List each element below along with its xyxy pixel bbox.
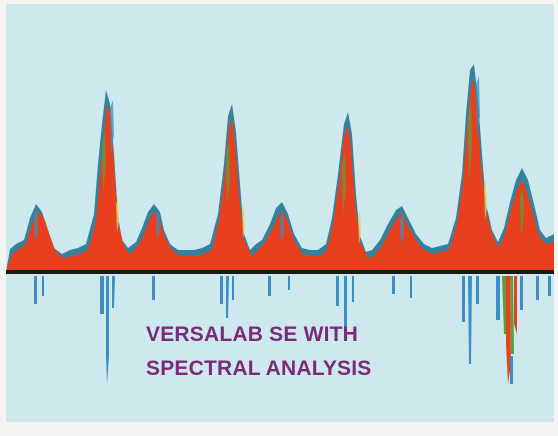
caption-line-1: VERSALAB SE WITH — [146, 323, 359, 346]
spectrum-peaks-fill — [6, 80, 554, 272]
spectrum-baseline — [6, 270, 554, 274]
spectrum-panel: VERSALAB SE WITH SPECTRAL ANALYSIS — [6, 4, 554, 422]
caption-line-2: SPECTRAL ANALYSIS — [146, 357, 372, 380]
spectrum-graphic — [6, 64, 554, 384]
upper-spectrum — [6, 64, 554, 272]
product-caption: VERSALAB SE WITH SPECTRAL ANALYSIS — [146, 318, 372, 386]
lower-spectrum — [34, 276, 551, 384]
